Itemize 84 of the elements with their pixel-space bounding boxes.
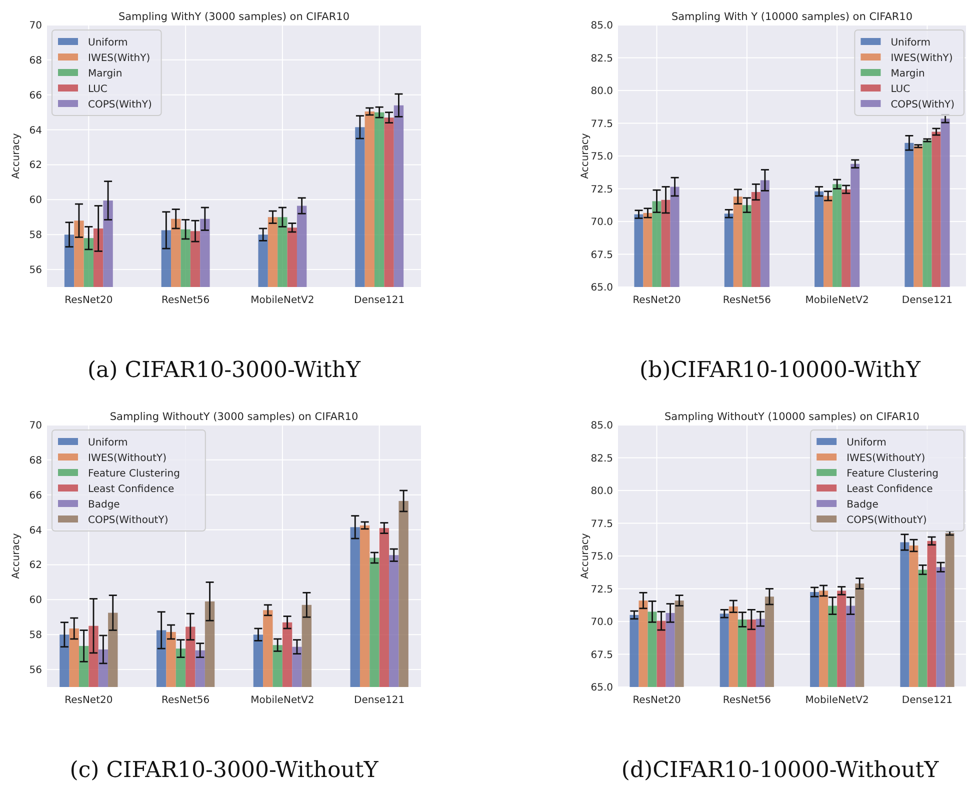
x-tick-label: ResNet20	[64, 695, 113, 706]
y-axis-title: Accuracy	[11, 133, 22, 179]
text: (b)CIFAR10-10000-WithY	[639, 358, 921, 383]
x-tick-label: ResNet20	[632, 695, 681, 706]
y-tick-label: 70.0	[590, 217, 613, 228]
x-tick-label: MobileNetV2	[805, 695, 869, 706]
y-tick-label: 65.0	[590, 682, 613, 694]
legend-label: COPS(WithoutY)	[846, 515, 927, 526]
x-tick-label: Dense121	[354, 695, 405, 706]
y-tick-label: 56	[29, 665, 42, 676]
y-tick-label: 82.5	[590, 453, 613, 464]
y-tick-label: 68	[29, 55, 42, 66]
legend-label: Badge	[88, 500, 120, 510]
text: (c) CIFAR10-3000-WithoutY	[70, 758, 379, 783]
chart-title: Sampling WithY (3000 samples) on CIFAR10	[118, 11, 350, 23]
y-tick-label: 64	[29, 125, 42, 136]
y-tick-label: 68	[29, 455, 42, 466]
y-tick-label: 85.0	[590, 420, 613, 432]
x-tick-label: Dense121	[354, 295, 405, 306]
x-tick-label: Dense121	[902, 695, 953, 706]
x-tick-label: ResNet20	[632, 295, 681, 306]
legend-label: Feature Clustering	[846, 468, 939, 480]
legend-label: Uniform	[88, 438, 128, 448]
y-tick-label: 58	[29, 230, 42, 242]
x-tick-label: MobileNetV2	[250, 295, 314, 306]
y-tick-label: 77.5	[590, 518, 613, 530]
y-tick-label: 67.5	[590, 650, 613, 661]
y-tick-label: 62	[29, 160, 42, 172]
y-tick-label: 66	[29, 90, 42, 102]
y-tick-label: 80.0	[590, 486, 613, 497]
legend-label: IWES(WithY)	[88, 53, 150, 64]
x-tick-label: ResNet56	[722, 295, 771, 306]
legend-label: IWES(WithoutY)	[846, 453, 926, 464]
legend-label: LUC	[890, 84, 910, 95]
y-tick-label: 66	[29, 490, 42, 502]
legend-label: LUC	[88, 84, 108, 95]
y-tick-label: 62	[29, 560, 42, 572]
y-tick-label: 58	[29, 630, 42, 642]
y-tick-label: 64	[29, 525, 42, 536]
y-tick-label: 65.0	[590, 282, 613, 294]
y-tick-label: 72.5	[590, 584, 613, 596]
legend-label: COPS(WithoutY)	[88, 515, 168, 526]
x-tick-label: ResNet56	[722, 695, 771, 706]
x-tick-label: Dense121	[902, 295, 953, 306]
y-tick-label: 82.5	[590, 53, 613, 64]
x-tick-label: ResNet56	[161, 295, 210, 306]
y-axis-title: Accuracy	[11, 533, 22, 579]
legend-label: COPS(WithY)	[890, 100, 955, 110]
y-tick-label: 60	[29, 195, 42, 206]
chart-title: Sampling With Y (10000 samples) on CIFAR10	[671, 11, 913, 23]
y-tick-label: 70.0	[590, 617, 613, 628]
legend-label: Feature Clustering	[88, 468, 180, 480]
legend-label: Margin	[890, 68, 925, 80]
y-axis-title: Accuracy	[580, 133, 591, 179]
y-axis-title: Accuracy	[580, 533, 591, 579]
legend-label: COPS(WithY)	[88, 100, 152, 110]
y-tick-label: 77.5	[590, 118, 613, 130]
x-tick-label: MobileNetV2	[250, 695, 314, 706]
y-tick-label: 67.5	[590, 250, 613, 261]
legend-label: Uniform	[890, 38, 930, 48]
x-tick-label: ResNet56	[161, 695, 210, 706]
y-tick-label: 60	[29, 595, 42, 606]
text: (a) CIFAR10-3000-WithY	[87, 358, 361, 383]
legend-label: Badge	[846, 500, 878, 510]
x-tick-label: ResNet20	[64, 295, 113, 306]
y-tick-label: 72.5	[590, 184, 613, 196]
legend-label: IWES(WithoutY)	[88, 453, 167, 464]
y-tick-label: 85.0	[590, 20, 613, 32]
legend-label: IWES(WithY)	[890, 53, 953, 64]
y-tick-label: 56	[29, 265, 42, 276]
legend-label: Uniform	[88, 38, 128, 48]
chart-title: Sampling WithoutY (3000 samples) on CIFAR10	[110, 411, 358, 423]
legend-label: Least Confidence	[846, 484, 933, 495]
legend-label: Uniform	[846, 438, 886, 448]
text: (d)CIFAR10-10000-WithoutY	[621, 758, 940, 783]
x-tick-label: MobileNetV2	[805, 295, 869, 306]
legend-label: Margin	[88, 68, 122, 80]
y-tick-label: 75.0	[590, 152, 613, 162]
y-tick-label: 70	[29, 420, 42, 432]
legend-label: Least Confidence	[88, 484, 174, 495]
y-tick-label: 80.0	[590, 86, 613, 97]
chart-title: Sampling WithoutY (10000 samples) on CIFAR10	[664, 411, 920, 423]
y-tick-label: 70	[29, 20, 42, 32]
y-tick-label: 75.0	[590, 552, 613, 562]
